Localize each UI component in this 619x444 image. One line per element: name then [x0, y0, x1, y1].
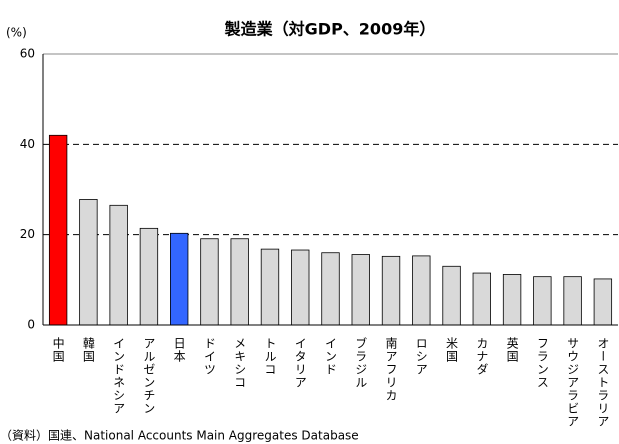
bar [79, 199, 98, 326]
x-tick-label: カナダ [475, 337, 489, 376]
x-tick-label: フランス [535, 337, 549, 389]
bar [109, 204, 128, 326]
x-tick-label: 英国 [505, 337, 519, 363]
chart-title: 製造業（対GDP、2009年） [224, 20, 436, 39]
x-tick-label: 米国 [445, 337, 459, 363]
y-tick-label: 40 [20, 137, 35, 151]
source-note: （資料）国連、National Accounts Main Aggregates… [0, 429, 359, 443]
bar [321, 252, 340, 326]
y-unit: (%) [6, 26, 27, 40]
x-tick-label: トルコ [263, 337, 277, 376]
bar [563, 276, 582, 326]
bar [230, 238, 249, 326]
bar [412, 255, 431, 326]
x-tick-label: インドネシア [112, 337, 126, 415]
x-tick-label: ドイツ [202, 337, 216, 376]
bar [260, 248, 280, 326]
x-tick-label: 日本 [172, 337, 186, 363]
x-tick-label: メキシコ [233, 337, 247, 389]
bar [351, 254, 370, 326]
bar [472, 272, 491, 326]
bar [200, 238, 219, 326]
y-tick-label: 20 [20, 227, 35, 241]
x-tick-label: アルゼンチン [142, 337, 156, 415]
bar [48, 134, 68, 326]
y-tick-label: 60 [20, 47, 35, 61]
x-tick-label: サウジアラビア [566, 337, 580, 428]
x-tick-label: ロシア [414, 337, 428, 376]
bar [442, 265, 461, 326]
bar [533, 276, 552, 326]
bar [170, 232, 189, 326]
x-tick-label: ブラジル [354, 336, 368, 389]
bar [291, 249, 310, 326]
x-tick-label: 中国 [51, 336, 65, 363]
x-tick-label: イタリア [293, 337, 307, 389]
bar [381, 255, 401, 326]
bar [502, 274, 522, 326]
bar [593, 278, 613, 326]
y-tick-label: 0 [27, 318, 35, 332]
x-tick-label: 南アフリカ [384, 336, 398, 402]
x-tick-label: オーストラリア [596, 337, 610, 428]
x-tick-label: インド [324, 337, 338, 376]
bar [139, 227, 159, 326]
x-tick-label: 韓国 [81, 337, 95, 363]
